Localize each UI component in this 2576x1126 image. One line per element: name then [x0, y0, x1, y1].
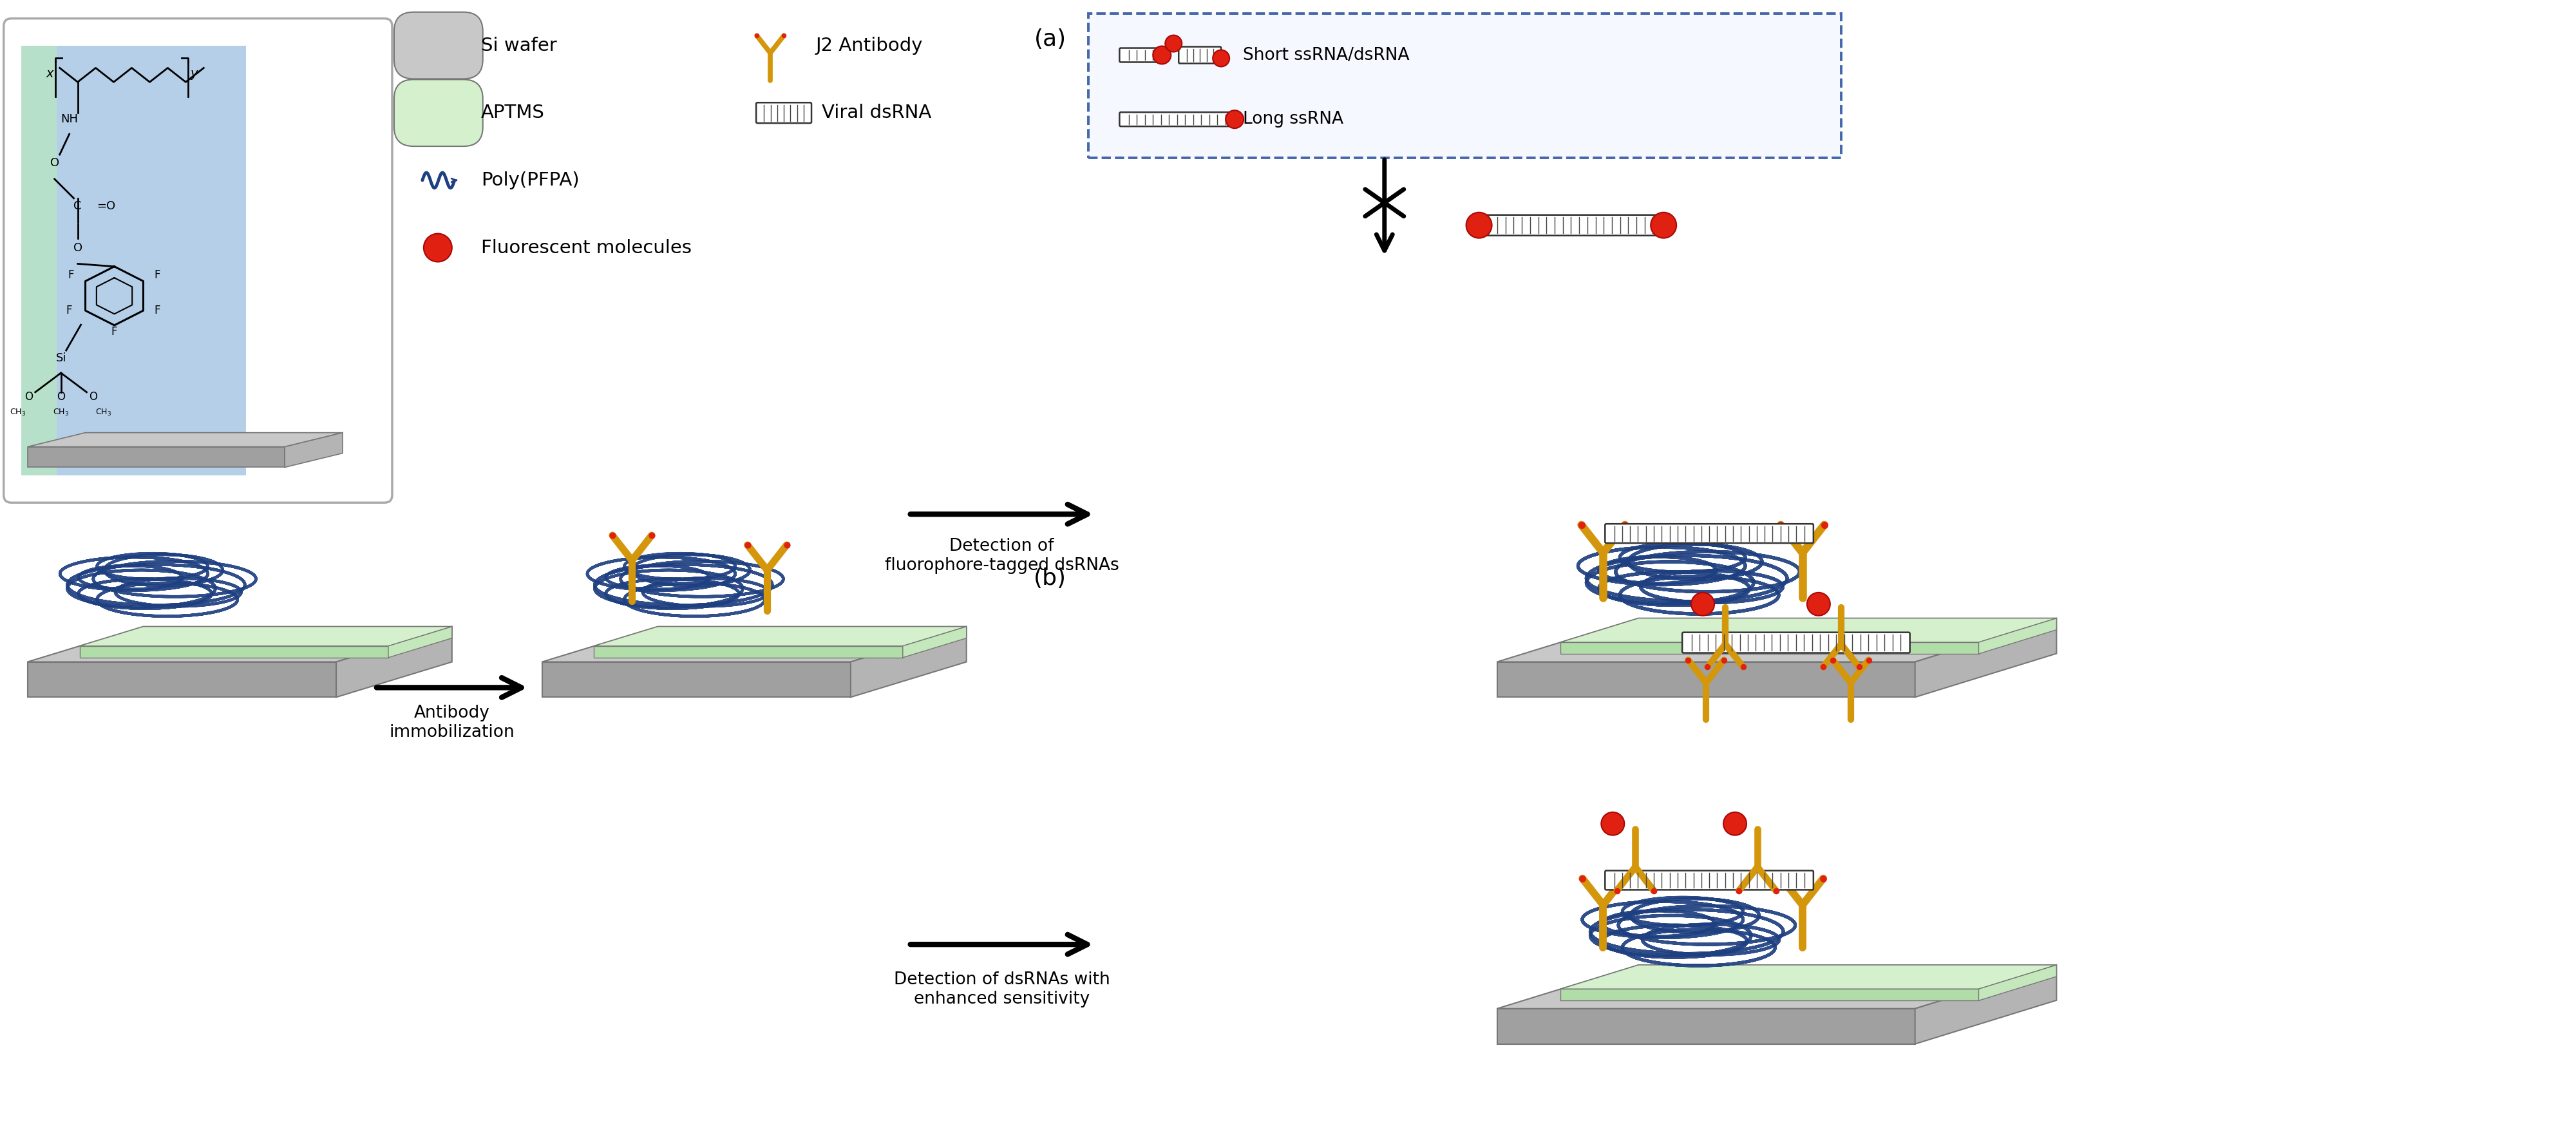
Text: Fluorescent molecules: Fluorescent molecules	[482, 239, 690, 257]
Polygon shape	[850, 626, 966, 697]
Text: Poly(PFPA): Poly(PFPA)	[482, 171, 580, 189]
Text: (a): (a)	[1033, 28, 1066, 50]
Circle shape	[1806, 592, 1829, 616]
FancyBboxPatch shape	[394, 12, 482, 79]
FancyBboxPatch shape	[1121, 48, 1162, 62]
Polygon shape	[1561, 618, 2056, 642]
Polygon shape	[1561, 989, 1978, 1001]
FancyBboxPatch shape	[1605, 870, 1814, 890]
Text: Viral dsRNA: Viral dsRNA	[822, 104, 933, 122]
Polygon shape	[286, 432, 343, 467]
Text: F: F	[155, 269, 160, 280]
FancyBboxPatch shape	[394, 80, 482, 146]
Polygon shape	[80, 646, 389, 658]
Polygon shape	[337, 626, 451, 697]
Text: $\mathregular{CH_3}$: $\mathregular{CH_3}$	[54, 408, 70, 418]
Polygon shape	[28, 662, 337, 697]
Text: APTMS: APTMS	[482, 104, 544, 122]
FancyBboxPatch shape	[1180, 47, 1221, 63]
Text: O: O	[72, 242, 82, 253]
Polygon shape	[1914, 965, 2056, 1044]
FancyBboxPatch shape	[1090, 14, 1842, 158]
Circle shape	[1692, 592, 1716, 616]
FancyBboxPatch shape	[1682, 633, 1909, 653]
Polygon shape	[1978, 965, 2056, 1001]
Text: Short ssRNA/dsRNA: Short ssRNA/dsRNA	[1244, 46, 1409, 63]
Polygon shape	[28, 626, 451, 662]
Text: Antibody
immobilization: Antibody immobilization	[389, 705, 515, 741]
Polygon shape	[541, 662, 850, 697]
Circle shape	[1226, 110, 1244, 128]
Text: O: O	[57, 391, 64, 402]
Text: C: C	[75, 200, 82, 212]
Text: Detection of dsRNAs with
enhanced sensitivity: Detection of dsRNAs with enhanced sensit…	[894, 972, 1110, 1008]
Text: NH: NH	[62, 114, 77, 125]
Polygon shape	[1497, 1009, 1914, 1044]
Text: F: F	[111, 325, 118, 338]
Text: Si: Si	[57, 352, 67, 364]
Polygon shape	[1978, 618, 2056, 654]
Circle shape	[1651, 213, 1677, 238]
Bar	[21, 45, 57, 475]
FancyBboxPatch shape	[757, 102, 811, 123]
Text: F: F	[67, 269, 75, 280]
Polygon shape	[595, 646, 902, 658]
Text: (b): (b)	[1033, 568, 1066, 589]
Polygon shape	[1561, 965, 2056, 989]
FancyBboxPatch shape	[3, 18, 392, 502]
Text: O: O	[26, 391, 33, 402]
Polygon shape	[1497, 965, 2056, 1009]
Text: O: O	[90, 391, 98, 402]
Polygon shape	[595, 626, 966, 646]
Text: O: O	[49, 158, 59, 169]
Polygon shape	[28, 447, 286, 467]
Text: Detection of
fluorophore-tagged dsRNAs: Detection of fluorophore-tagged dsRNAs	[884, 538, 1118, 574]
Polygon shape	[28, 432, 343, 447]
Text: $\mathregular{CH_3}$: $\mathregular{CH_3}$	[95, 408, 111, 418]
Polygon shape	[389, 626, 451, 658]
Text: =O: =O	[98, 200, 116, 212]
Polygon shape	[1497, 618, 2056, 662]
Polygon shape	[80, 626, 451, 646]
Bar	[21, 45, 247, 475]
Polygon shape	[1561, 642, 1978, 654]
Text: Si wafer: Si wafer	[482, 36, 556, 54]
Circle shape	[1466, 213, 1492, 238]
Circle shape	[1154, 46, 1172, 64]
Circle shape	[1602, 812, 1625, 835]
FancyBboxPatch shape	[1121, 113, 1234, 126]
Text: $\mathregular{CH_3}$: $\mathregular{CH_3}$	[10, 408, 26, 418]
Text: $y$: $y$	[191, 69, 198, 81]
Circle shape	[1723, 812, 1747, 835]
Polygon shape	[541, 626, 966, 662]
FancyBboxPatch shape	[1479, 215, 1662, 235]
Polygon shape	[1914, 618, 2056, 697]
Text: F: F	[155, 305, 160, 316]
Text: F: F	[67, 305, 72, 316]
FancyBboxPatch shape	[1605, 524, 1814, 543]
Text: Long ssRNA: Long ssRNA	[1244, 111, 1345, 127]
Circle shape	[1213, 50, 1229, 66]
Polygon shape	[1497, 662, 1914, 697]
Text: J2 Antibody: J2 Antibody	[817, 36, 922, 54]
Circle shape	[1164, 35, 1182, 52]
Polygon shape	[902, 626, 966, 658]
Text: $x$: $x$	[46, 68, 54, 80]
Circle shape	[422, 233, 451, 262]
